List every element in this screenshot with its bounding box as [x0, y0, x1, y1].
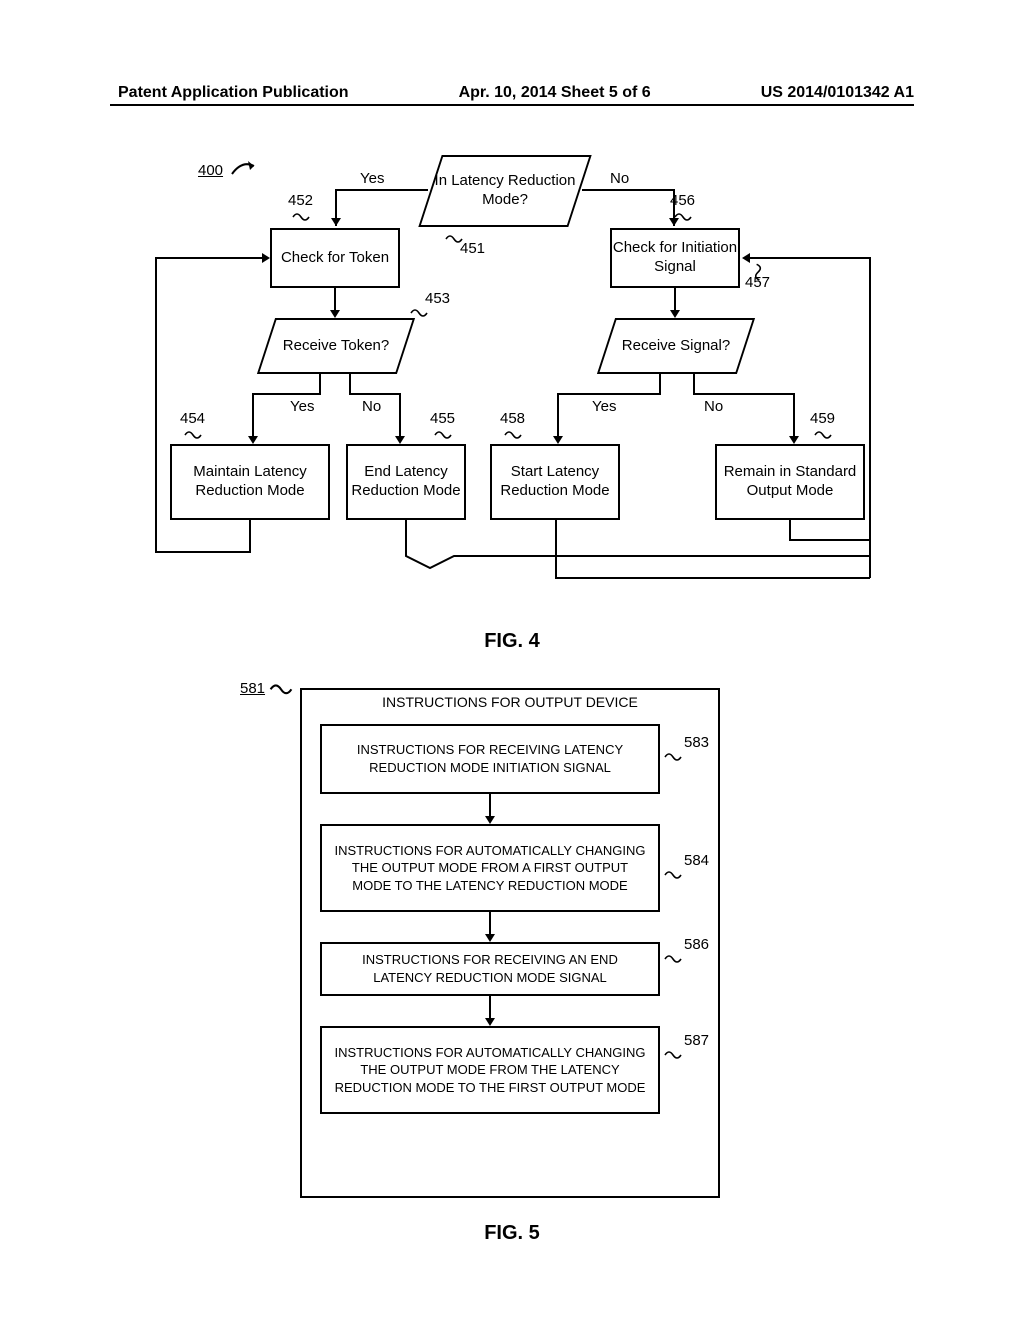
- label-yes-453: Yes: [290, 398, 314, 415]
- arrow-452-453: [330, 288, 340, 318]
- squiggle-icon: [664, 750, 682, 762]
- figref-arrow-icon: [230, 160, 260, 176]
- box-583: INSTRUCTIONS FOR RECEIVING LATENCY REDUC…: [320, 724, 660, 794]
- arrow-451-no: [582, 182, 682, 232]
- label-yes-451: Yes: [360, 170, 384, 187]
- ref-458: 458: [500, 410, 525, 427]
- box-456-text: Check for Initiation Signal: [612, 239, 738, 277]
- squiggle-icon: [292, 210, 310, 222]
- fig4-figref: 400: [198, 162, 223, 179]
- squiggle-icon: [504, 428, 522, 440]
- box-458-text: Start Latency Reduction Mode: [492, 463, 618, 501]
- decision-453-text: Receive Token?: [266, 318, 406, 374]
- label-no-457: No: [704, 398, 723, 415]
- label-no-453: No: [362, 398, 381, 415]
- header-center: Apr. 10, 2014 Sheet 5 of 6: [459, 84, 651, 102]
- box-452-text: Check for Token: [281, 249, 389, 268]
- decision-451: In Latency Reduction Mode?: [430, 155, 580, 227]
- header-left: Patent Application Publication: [118, 84, 349, 102]
- squiggle-icon: [434, 428, 452, 440]
- ref-451: 451: [460, 240, 485, 257]
- arrow-454-loop: [150, 258, 270, 558]
- squiggle-icon: [410, 306, 428, 318]
- arrow-584-586: [485, 912, 495, 942]
- box-455: End Latency Reduction Mode: [346, 444, 466, 520]
- box-583-text: INSTRUCTIONS FOR RECEIVING LATENCY REDUC…: [332, 741, 648, 776]
- box-456: Check for Initiation Signal: [610, 228, 740, 288]
- box-587-text: INSTRUCTIONS FOR AUTOMATICALLY CHANGING …: [332, 1044, 648, 1097]
- box-458: Start Latency Reduction Mode: [490, 444, 620, 520]
- box-452: Check for Token: [270, 228, 400, 288]
- squiggle-icon: [269, 680, 292, 696]
- fig5-caption: FIG. 5: [0, 1222, 1024, 1245]
- header-right: US 2014/0101342 A1: [761, 84, 914, 102]
- decision-457: Receive Signal?: [606, 318, 746, 374]
- ref-453: 453: [425, 290, 450, 307]
- decision-453: Receive Token?: [266, 318, 406, 374]
- page-header: Patent Application Publication Apr. 10, …: [0, 84, 1024, 102]
- squiggle-icon: [664, 868, 682, 880]
- fig4-flowchart: 400 In Latency Reduction Mode? 451 Yes N…: [150, 150, 870, 620]
- squiggle-icon: [664, 952, 682, 964]
- page-root: Patent Application Publication Apr. 10, …: [0, 0, 1024, 1320]
- decision-457-text: Receive Signal?: [606, 318, 746, 374]
- squiggle-icon: [664, 1048, 682, 1060]
- arrow-459-loop: [740, 258, 880, 588]
- arrow-583-584: [485, 794, 495, 824]
- fig5-diagram: INSTRUCTIONS FOR OUTPUT DEVICE 581 INSTR…: [300, 688, 730, 1248]
- box-584-text: INSTRUCTIONS FOR AUTOMATICALLY CHANGING …: [332, 842, 648, 895]
- arrow-451-yes: [328, 182, 428, 232]
- ref-581: 581: [240, 680, 265, 697]
- box-586: INSTRUCTIONS FOR RECEIVING AN END LATENC…: [320, 942, 660, 996]
- box-455-text: End Latency Reduction Mode: [348, 463, 464, 501]
- ref-455: 455: [430, 410, 455, 427]
- ref-586: 586: [684, 936, 709, 953]
- squiggle-icon: [674, 210, 692, 222]
- arrow-586-587: [485, 996, 495, 1026]
- box-587: INSTRUCTIONS FOR AUTOMATICALLY CHANGING …: [320, 1026, 660, 1114]
- box-584: INSTRUCTIONS FOR AUTOMATICALLY CHANGING …: [320, 824, 660, 912]
- label-no-451: No: [610, 170, 629, 187]
- ref-584: 584: [684, 852, 709, 869]
- squiggle-icon: [445, 232, 463, 244]
- header-rule: [110, 104, 914, 106]
- ref-452: 452: [288, 192, 313, 209]
- decision-451-text: In Latency Reduction Mode?: [430, 155, 580, 227]
- box-586-text: INSTRUCTIONS FOR RECEIVING AN END LATENC…: [332, 951, 648, 986]
- fig4-caption: FIG. 4: [0, 630, 1024, 653]
- ref-587: 587: [684, 1032, 709, 1049]
- label-yes-457: Yes: [592, 398, 616, 415]
- arrow-456-457: [670, 288, 680, 318]
- ref-456: 456: [670, 192, 695, 209]
- ref-583: 583: [684, 734, 709, 751]
- fig5-title: INSTRUCTIONS FOR OUTPUT DEVICE: [300, 694, 720, 710]
